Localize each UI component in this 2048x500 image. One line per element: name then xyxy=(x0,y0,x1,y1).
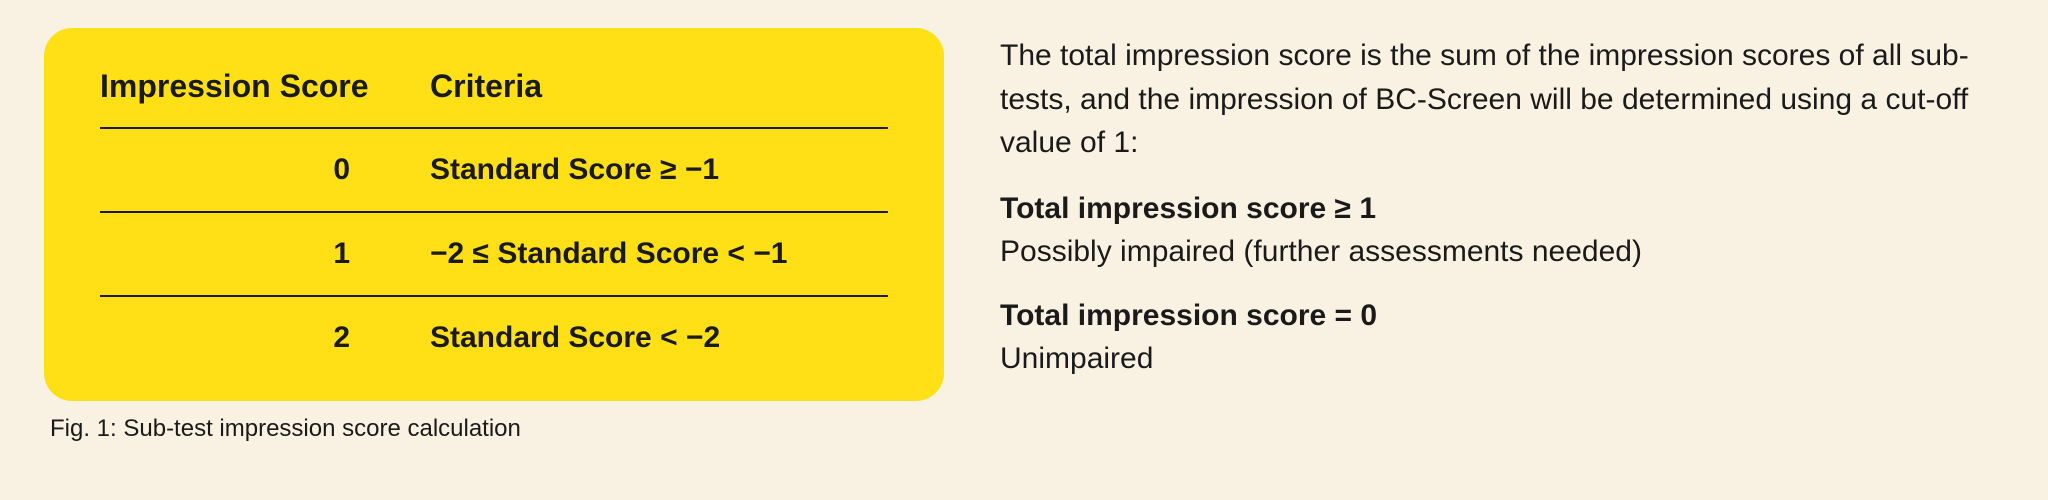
table-row: 0 Standard Score ≥ −1 xyxy=(100,128,888,212)
left-column: Impression Score Criteria 0 Standard Sco… xyxy=(44,28,944,443)
impression-score-table: Impression Score Criteria 0 Standard Sco… xyxy=(100,56,888,379)
col-header-criteria: Criteria xyxy=(430,56,888,128)
cell-criteria: Standard Score ≥ −1 xyxy=(430,128,888,212)
score-block-description: Unimpaired xyxy=(1000,337,2004,381)
score-block: Total impression score = 0 Unimpaired xyxy=(1000,294,2004,381)
cell-criteria: Standard Score < −2 xyxy=(430,296,888,379)
cell-score: 2 xyxy=(100,296,430,379)
cell-criteria: −2 ≤ Standard Score < −1 xyxy=(430,212,888,296)
figure-caption: Fig. 1: Sub-test impression score calcul… xyxy=(50,415,944,443)
cell-score: 1 xyxy=(100,212,430,296)
score-table-card: Impression Score Criteria 0 Standard Sco… xyxy=(44,28,944,401)
col-header-score: Impression Score xyxy=(100,56,430,128)
right-column: The total impression score is the sum of… xyxy=(1000,28,2004,401)
table-row: 1 −2 ≤ Standard Score < −1 xyxy=(100,212,888,296)
score-block-heading: Total impression score = 0 xyxy=(1000,294,2004,338)
score-block: Total impression score ≥ 1 Possibly impa… xyxy=(1000,187,2004,274)
table-header-row: Impression Score Criteria xyxy=(100,56,888,128)
score-block-heading: Total impression score ≥ 1 xyxy=(1000,187,2004,231)
score-block-description: Possibly impaired (further assessments n… xyxy=(1000,230,2004,274)
intro-paragraph: The total impression score is the sum of… xyxy=(1000,34,2004,165)
cell-score: 0 xyxy=(100,128,430,212)
figure-wrapper: Impression Score Criteria 0 Standard Sco… xyxy=(44,28,2004,443)
table-row: 2 Standard Score < −2 xyxy=(100,296,888,379)
